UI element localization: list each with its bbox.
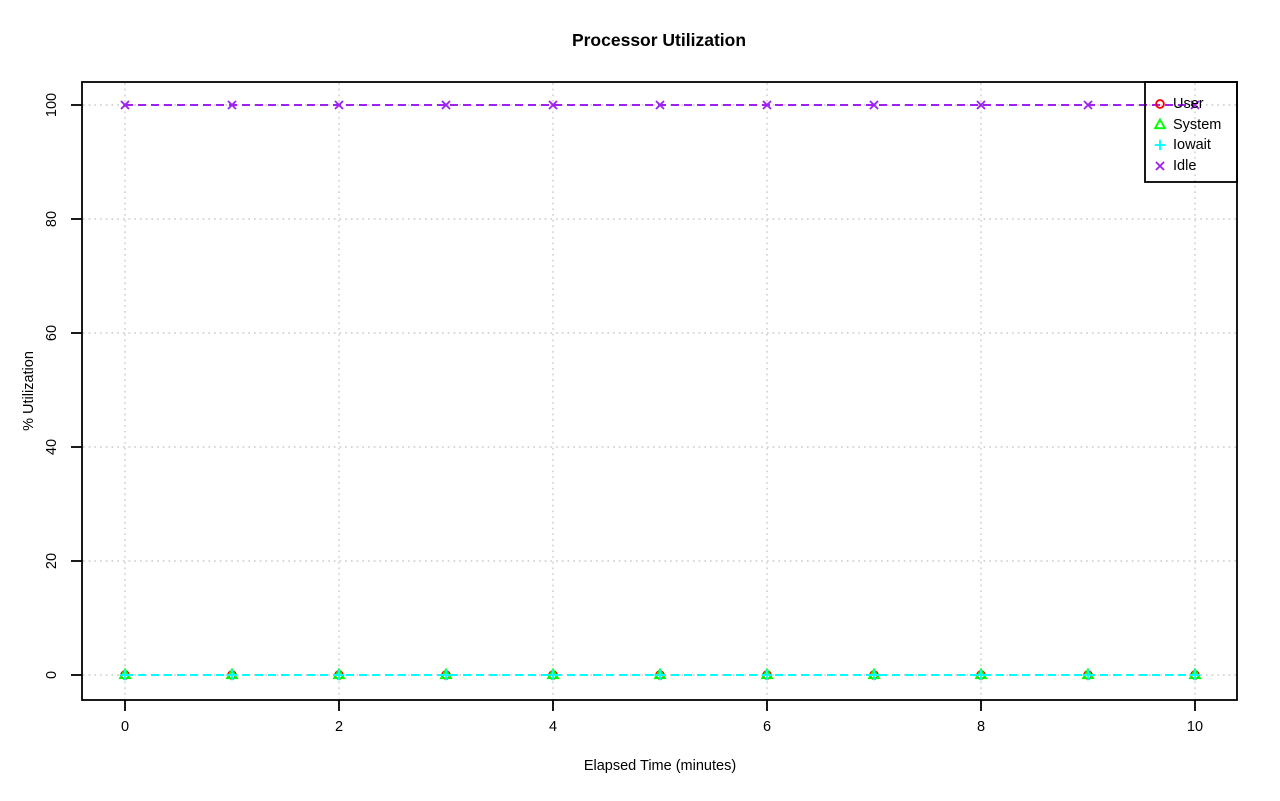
y-tick-label: 40 <box>44 439 60 455</box>
marker-circle <box>1155 99 1165 109</box>
y-tick-label: 100 <box>44 93 60 117</box>
y-tick-label: 20 <box>44 553 60 569</box>
marker-plus <box>868 669 880 681</box>
marker-x <box>655 100 665 110</box>
x-tick-label: 10 <box>1187 719 1203 735</box>
x-tick-label: 4 <box>549 719 557 735</box>
marker-plus <box>1082 669 1094 681</box>
marker-plus <box>761 669 773 681</box>
chart-title: Processor Utilization <box>572 30 746 50</box>
x-marker-shape <box>120 100 130 110</box>
x-tick-label: 0 <box>121 719 129 735</box>
marker-x <box>548 100 558 110</box>
legend-label-system: System <box>1173 117 1221 133</box>
circle-marker-shape <box>1155 99 1165 109</box>
marker-plus <box>440 669 452 681</box>
y-tick-label: 60 <box>44 325 60 341</box>
x-marker-shape <box>1083 100 1093 110</box>
marker-x <box>120 100 130 110</box>
x-marker-shape <box>762 100 772 110</box>
series-markers-iowait <box>119 669 1201 681</box>
legend-markers <box>1153 99 1167 171</box>
x-axis-label: Elapsed Time (minutes) <box>584 758 736 774</box>
x-tick-label: 6 <box>763 719 771 735</box>
marker-plus <box>975 669 987 681</box>
marker-plus <box>547 669 559 681</box>
x-tick-label: 2 <box>335 719 343 735</box>
legend: User System Iowait Idle <box>1144 81 1238 183</box>
x-marker-shape <box>655 100 665 110</box>
marker-x <box>227 100 237 110</box>
marker-x <box>1155 161 1165 171</box>
y-tick-label: 80 <box>44 211 60 227</box>
marker-triangle <box>1153 117 1167 130</box>
marker-x <box>976 100 986 110</box>
marker-plus <box>333 669 345 681</box>
x-marker-shape <box>1190 100 1200 110</box>
plot-border <box>81 81 1238 701</box>
marker-x <box>441 100 451 110</box>
x-marker-shape <box>976 100 986 110</box>
y-axis-label: % Utilization <box>21 351 37 431</box>
triangle-marker-shape <box>1153 117 1167 130</box>
x-marker-shape <box>227 100 237 110</box>
data-series <box>118 100 1202 681</box>
x-tick-label: 8 <box>977 719 985 735</box>
marker-plus <box>119 669 131 681</box>
legend-box <box>1144 81 1238 183</box>
gridlines <box>83 83 1236 699</box>
marker-plus <box>1154 139 1166 151</box>
legend-label-user: User <box>1173 96 1204 112</box>
marker-plus <box>1189 669 1201 681</box>
marker-x <box>1083 100 1093 110</box>
x-marker-shape <box>334 100 344 110</box>
y-tick-label: 0 <box>44 671 60 679</box>
x-marker-shape <box>441 100 451 110</box>
marker-x <box>869 100 879 110</box>
x-marker-shape <box>1155 161 1165 171</box>
legend-label-iowait: Iowait <box>1173 137 1211 153</box>
legend-label-idle: Idle <box>1173 158 1196 174</box>
marker-x <box>334 100 344 110</box>
marker-plus <box>226 669 238 681</box>
marker-plus <box>654 669 666 681</box>
marker-x <box>1190 100 1200 110</box>
series-markers-idle <box>120 100 1200 110</box>
x-marker-shape <box>548 100 558 110</box>
marker-x <box>762 100 772 110</box>
x-marker-shape <box>869 100 879 110</box>
